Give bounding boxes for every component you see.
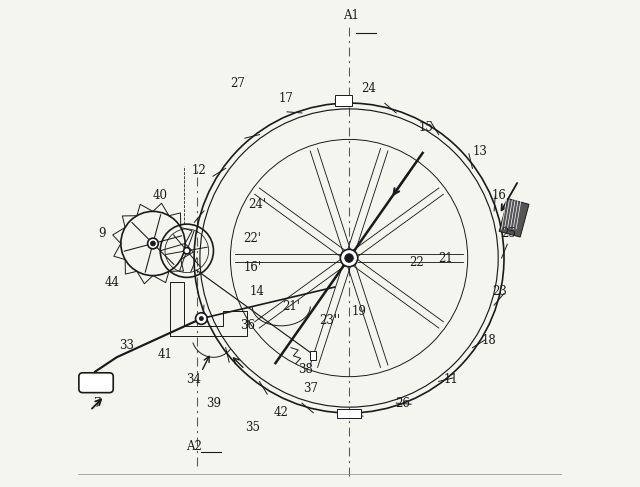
Circle shape xyxy=(199,316,204,321)
Text: 19: 19 xyxy=(351,305,366,318)
Bar xyxy=(499,199,529,237)
Circle shape xyxy=(148,238,158,249)
FancyBboxPatch shape xyxy=(79,373,113,393)
Circle shape xyxy=(345,254,353,262)
Text: 39: 39 xyxy=(206,397,221,410)
Text: 27: 27 xyxy=(230,77,245,90)
Text: 41: 41 xyxy=(157,348,173,361)
Text: 44: 44 xyxy=(104,276,119,289)
Text: 40: 40 xyxy=(153,188,168,202)
Text: 18: 18 xyxy=(482,334,497,347)
Bar xyxy=(310,351,316,360)
Text: 7: 7 xyxy=(93,397,101,410)
Text: A2: A2 xyxy=(186,440,202,453)
Text: 33: 33 xyxy=(119,338,134,352)
Text: 21: 21 xyxy=(438,251,453,264)
Text: 16: 16 xyxy=(492,188,507,202)
Circle shape xyxy=(184,247,190,254)
Text: 17: 17 xyxy=(278,92,294,105)
Text: 14: 14 xyxy=(250,285,264,299)
Text: 22': 22' xyxy=(243,232,261,245)
Circle shape xyxy=(150,241,156,246)
Circle shape xyxy=(196,313,207,324)
FancyBboxPatch shape xyxy=(335,95,353,106)
Text: 22: 22 xyxy=(410,256,424,269)
Text: 24: 24 xyxy=(361,82,376,95)
Text: 23'': 23'' xyxy=(319,315,340,327)
Text: 11: 11 xyxy=(444,373,458,386)
Text: A1: A1 xyxy=(344,9,360,22)
Text: 15: 15 xyxy=(419,121,434,134)
Text: 25: 25 xyxy=(501,227,516,240)
Text: 9: 9 xyxy=(99,227,106,240)
Text: 26: 26 xyxy=(395,397,410,410)
Text: 36: 36 xyxy=(240,319,255,332)
Circle shape xyxy=(340,249,358,267)
Text: 37: 37 xyxy=(303,382,318,395)
Text: 13: 13 xyxy=(472,145,487,158)
Text: 12: 12 xyxy=(191,165,206,177)
Text: 23: 23 xyxy=(492,285,507,299)
Text: 21': 21' xyxy=(282,300,300,313)
FancyBboxPatch shape xyxy=(337,409,361,418)
Text: 38: 38 xyxy=(298,363,313,376)
Text: 34: 34 xyxy=(187,373,202,386)
Text: 35: 35 xyxy=(244,421,260,434)
Text: 24': 24' xyxy=(248,198,266,211)
Text: 16': 16' xyxy=(243,261,261,274)
Text: 42: 42 xyxy=(274,407,289,419)
